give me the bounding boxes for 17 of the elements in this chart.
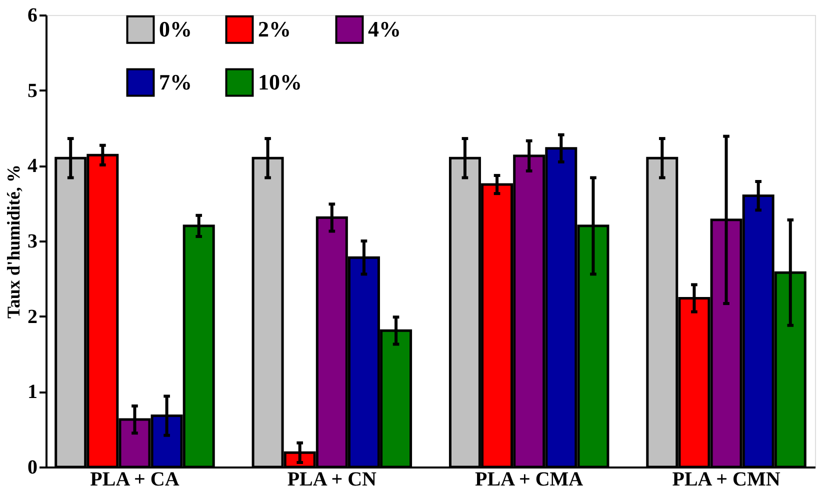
y-tick-label: 0 [28, 456, 38, 478]
y-tick-label: 4 [28, 155, 38, 178]
x-tick-label: PLA + CA [90, 468, 180, 490]
y-tick-label: 5 [28, 80, 38, 102]
x-tick-label: PLA + CN [287, 468, 378, 490]
y-axis-title: Taux d'humidité, % [4, 164, 24, 318]
y-tick-label: 6 [28, 4, 38, 26]
legend-label: 2% [258, 16, 291, 42]
x-tick-label: PLA + CMA [475, 468, 584, 490]
legend-label: 4% [368, 16, 401, 42]
y-tick-label: 3 [28, 230, 38, 252]
legend-label: 10% [258, 70, 302, 94]
legend-label: 0% [159, 16, 192, 42]
y-tick-label: 1 [28, 381, 38, 404]
x-tick-label: PLA + CMN [672, 468, 781, 490]
y-tick-label: 2 [28, 306, 38, 328]
legend-label: 7% [159, 70, 192, 94]
